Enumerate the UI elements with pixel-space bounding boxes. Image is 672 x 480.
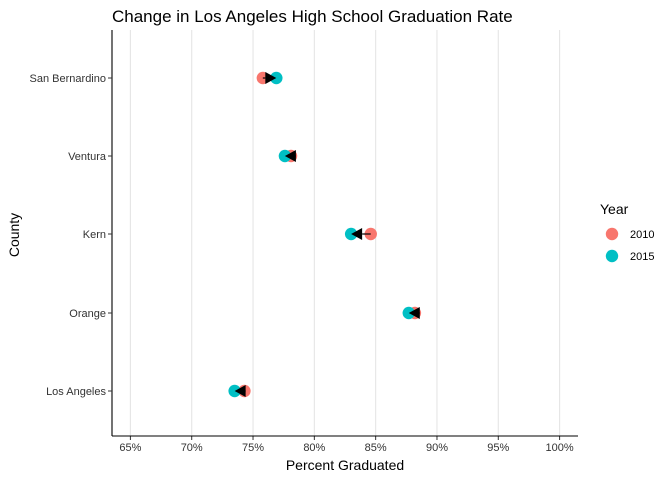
y-tick-label: San Bernardino xyxy=(30,73,106,85)
change-arrows xyxy=(234,72,420,397)
arrow-head xyxy=(234,385,246,397)
arrow-head xyxy=(265,72,277,84)
y-axis-title: County xyxy=(6,213,22,257)
y-tick-label: Kern xyxy=(83,229,106,241)
y-tick-label: Ventura xyxy=(68,151,107,163)
legend-title: Year xyxy=(600,201,629,217)
arrow-head xyxy=(284,150,296,162)
x-tick-label: 95% xyxy=(487,442,509,454)
legend-label: 2015 xyxy=(630,251,654,263)
y-tick-labels: San Bernardino Ventura Kern Orange Los Angel… xyxy=(30,73,107,398)
x-axis-title: Percent Graduated xyxy=(286,457,404,473)
chart-title: Change in Los Angeles High School Gradua… xyxy=(112,7,513,26)
legend-label: 2010 xyxy=(630,229,654,241)
legend: Year 2010 2015 xyxy=(600,201,654,263)
x-tick-labels: 65% 70% 75% 80% 85% 90% 95% 100% xyxy=(119,442,574,454)
x-tick-label: 65% xyxy=(119,442,141,454)
legend-key xyxy=(605,249,619,263)
x-tick-label: 80% xyxy=(303,442,325,454)
arrow-head xyxy=(351,228,363,240)
x-tick-label: 70% xyxy=(181,442,203,454)
y-tick-label: Los Angeles xyxy=(46,386,106,398)
x-tick-label: 90% xyxy=(426,442,448,454)
x-tick-label: 85% xyxy=(365,442,387,454)
data-points xyxy=(228,71,422,398)
axes xyxy=(108,30,578,440)
y-tick-label: Orange xyxy=(69,308,106,320)
x-tick-label: 75% xyxy=(242,442,264,454)
arrow-head xyxy=(408,307,420,319)
x-tick-label: 100% xyxy=(546,442,574,454)
grid-lines xyxy=(129,30,561,436)
legend-key xyxy=(605,227,619,241)
